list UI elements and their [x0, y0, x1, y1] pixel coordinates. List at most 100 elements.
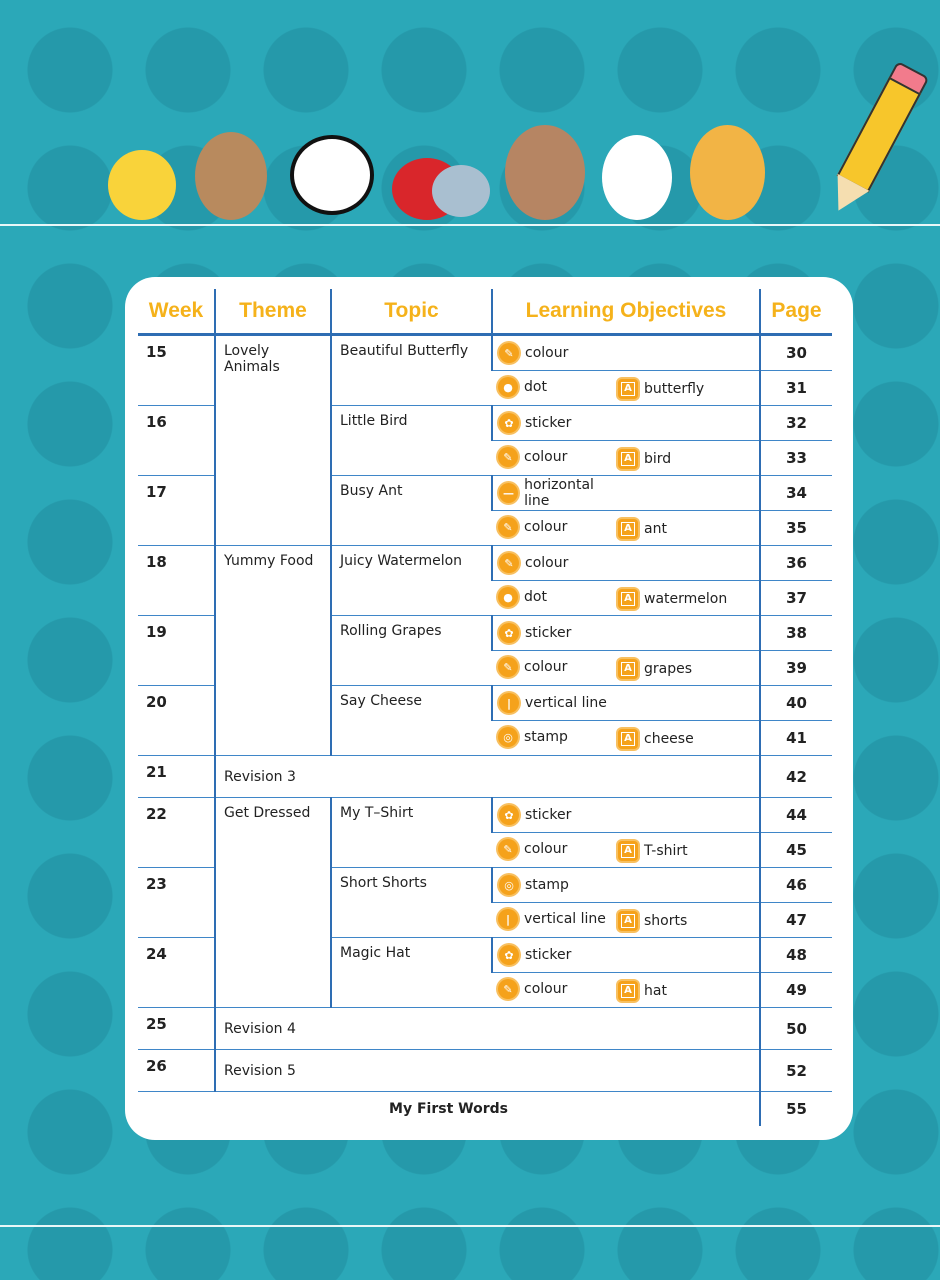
week-number: 25	[138, 1007, 215, 1050]
objective-label: sticker	[525, 807, 572, 823]
table-body: 15 Lovely Animals Beautiful Butterfly ✎ colo…	[138, 334, 832, 1126]
page-number: 50	[759, 1007, 832, 1050]
word-card-icon: A	[618, 840, 638, 861]
objective-label: colour	[524, 659, 568, 676]
objective-label: colour	[525, 555, 569, 571]
objective-label: grapes	[644, 660, 693, 677]
learning-objectives: ✎ colour	[491, 545, 760, 581]
table-row: 16 Little Bird ✿ sticker 32	[138, 405, 832, 476]
topic-name: Magic Hat	[330, 937, 492, 1008]
objective-label: vertical line	[525, 695, 607, 711]
crayon-icon: ✎	[499, 553, 519, 573]
word-card-icon: A	[618, 448, 638, 469]
dot-icon: ●	[498, 587, 518, 608]
vertical-line-icon: |	[499, 693, 519, 713]
contents-card: Week Theme Topic Learning Objectives Pag…	[125, 277, 853, 1140]
objective-item: ✎ colour	[498, 839, 618, 860]
learning-objectives: ◎ stamp	[491, 867, 760, 903]
objective-item: ● dot	[498, 587, 618, 608]
pencil-illustration	[822, 60, 930, 220]
table-row-footer: My First Words 55	[138, 1091, 832, 1126]
topic-name: Short Shorts	[330, 867, 492, 938]
objective-item: ◎ stamp	[499, 875, 619, 895]
word-card-icon: A	[618, 658, 638, 679]
week-number: 17	[138, 475, 215, 546]
panda-illustration	[290, 135, 374, 215]
vertical-line-icon: |	[498, 909, 518, 930]
page-number: 46	[759, 867, 832, 903]
theme-name: Get Dressed	[214, 797, 331, 1008]
objective-label: sticker	[525, 947, 572, 963]
topic-name: Juicy Watermelon	[330, 545, 492, 616]
table-row: ✎ colour A T-shirt 45	[138, 832, 832, 868]
learning-objectives: ✎ colour	[491, 334, 760, 371]
table-header-row: Week Theme Topic Learning Objectives Pag…	[138, 289, 832, 336]
objective-label: sticker	[525, 415, 572, 431]
page-number: 37	[759, 580, 832, 616]
learning-objectives: ✿ sticker	[491, 615, 760, 651]
week-number: 26	[138, 1049, 215, 1092]
page-number: 40	[759, 685, 832, 721]
crayon-icon: ✎	[498, 839, 518, 860]
week-number: 21	[138, 755, 215, 798]
sticker-icon: ✿	[499, 413, 519, 433]
objective-label: butterfly	[644, 380, 705, 397]
topic-name: Busy Ant	[330, 475, 492, 546]
objective-label: colour	[524, 449, 568, 466]
week-number: 15	[138, 334, 215, 406]
word-card-icon: A	[618, 518, 638, 539]
objective-label: T-shirt	[644, 842, 688, 859]
objective-item: ✿ sticker	[499, 945, 619, 965]
page-number: 30	[759, 334, 832, 371]
page-number: 55	[759, 1091, 832, 1126]
objective-item: ◎ stamp	[498, 727, 618, 748]
objective-label: ant	[644, 520, 667, 537]
crayon-icon: ✎	[498, 447, 518, 468]
objective-item: ✎ colour	[498, 517, 618, 538]
objective-label: dot	[524, 379, 547, 396]
learning-objectives: ✿ sticker	[491, 937, 760, 973]
topic-name: Rolling Grapes	[330, 615, 492, 686]
contents-table: Week Theme Topic Learning Objectives Pag…	[138, 289, 832, 1126]
objective-label: stamp	[525, 877, 569, 893]
page-number: 31	[759, 370, 832, 406]
ant-illustration	[432, 165, 490, 217]
my-first-words-label: My First Words	[138, 1091, 760, 1126]
kangaroo-illustration	[690, 125, 765, 220]
hedgehog-illustration	[195, 132, 267, 220]
crayon-icon: ✎	[499, 343, 519, 363]
page-number: 36	[759, 545, 832, 581]
topic-name: Say Cheese	[330, 685, 492, 756]
objective-label: shorts	[644, 912, 688, 929]
bottom-rope-line	[0, 1225, 940, 1227]
topic-name: Beautiful Butterfly	[330, 334, 492, 406]
bear-illustration	[505, 125, 585, 220]
objective-label: watermelon	[644, 590, 728, 607]
word-card-icon: A	[618, 588, 638, 609]
column-header-page: Page	[759, 289, 832, 336]
horizontal-line-icon: —	[499, 483, 519, 503]
page-number: 35	[759, 510, 832, 546]
topic-name: My T–Shirt	[330, 797, 492, 868]
theme-name: Lovely Animals	[214, 334, 331, 546]
objective-item: ✎ colour	[498, 979, 618, 1000]
page-number: 48	[759, 937, 832, 973]
week-number: 24	[138, 937, 215, 1008]
dot-icon: ●	[498, 377, 518, 398]
week-number: 19	[138, 615, 215, 686]
chick-illustration	[108, 150, 176, 220]
stamp-icon: ◎	[498, 727, 518, 748]
